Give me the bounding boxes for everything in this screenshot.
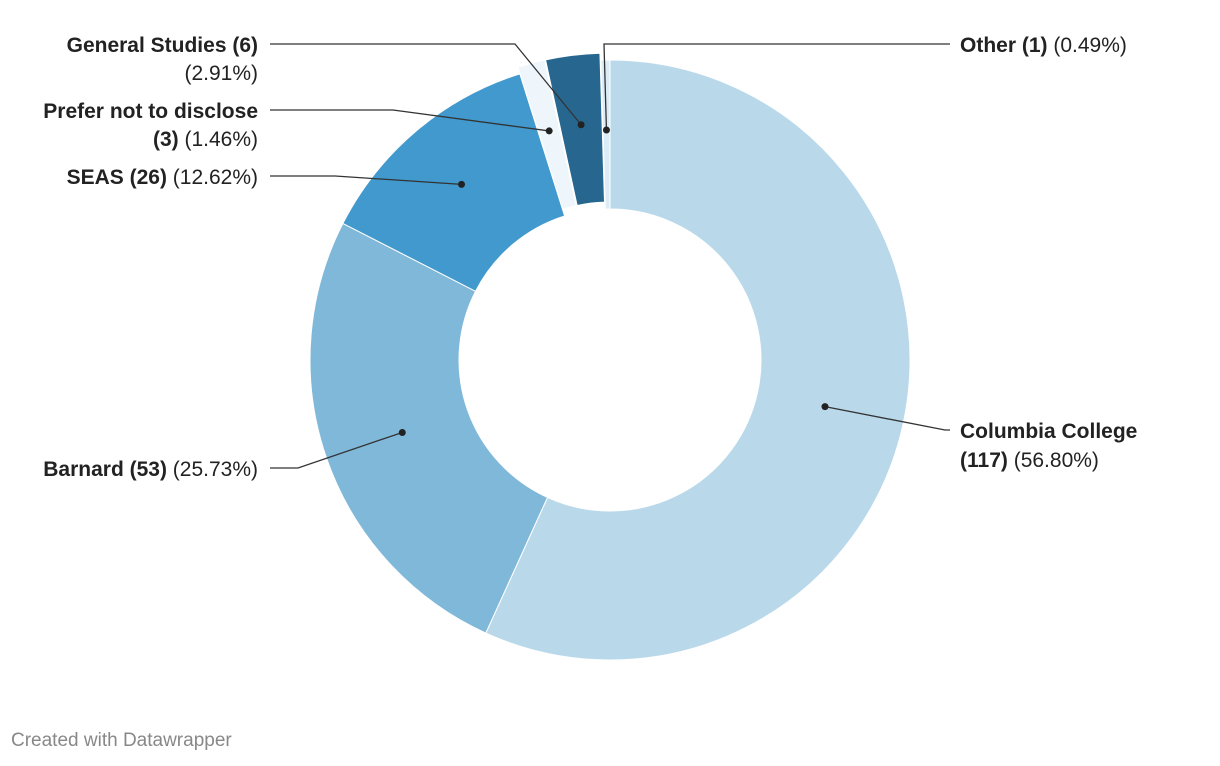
leader-dot	[577, 121, 585, 129]
leader-line	[270, 431, 403, 469]
leader-line	[270, 43, 582, 126]
slice-labels: Columbia College (117) (56.80%) Barnard (5…	[43, 34, 1137, 481]
slice-label: Barnard (53) (25.73%)	[43, 458, 258, 481]
slice-label: Columbia College	[960, 420, 1137, 443]
leader-line	[824, 405, 950, 431]
slice-label: Other (1) (0.49%)	[960, 34, 1127, 57]
leader-lines	[270, 43, 950, 469]
slice-label: (3) (1.46%)	[153, 128, 258, 151]
slice-label: SEAS (26) (12.62%)	[67, 166, 258, 189]
slice-label: General Studies (6)	[67, 34, 258, 57]
slice-prefer-not-to-disclose	[517, 59, 577, 210]
slice-barnard	[309, 222, 549, 634]
leader-line	[270, 175, 462, 185]
slice-general-studies	[544, 52, 606, 207]
slice-label: Prefer not to disclose	[43, 100, 258, 123]
slice-label: (2.91%)	[184, 62, 258, 85]
donut-slices	[309, 52, 911, 661]
leader-dot	[821, 403, 829, 411]
leader-line	[270, 109, 550, 132]
leader-line	[603, 43, 950, 131]
slice-label: (117) (56.80%)	[960, 449, 1099, 472]
leader-dot	[602, 126, 610, 134]
datawrapper-credit: Created with Datawrapper	[11, 730, 232, 751]
leader-dot	[545, 127, 553, 135]
slice-seas	[342, 73, 566, 292]
leader-dot	[398, 428, 406, 436]
leader-dot	[458, 180, 466, 188]
slice-columbia-college	[485, 59, 911, 661]
